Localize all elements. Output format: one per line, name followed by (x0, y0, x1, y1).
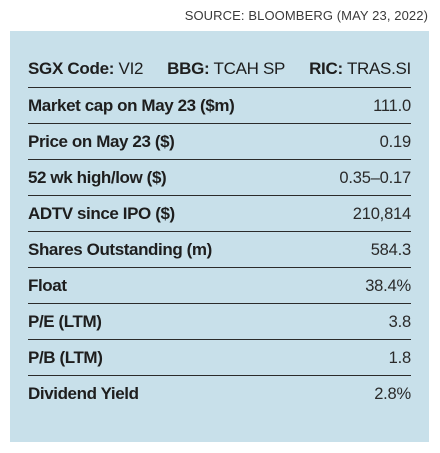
table-row: P/B (LTM) 1.8 (28, 339, 411, 375)
row-label: Market cap on May 23 ($m) (28, 96, 235, 115)
row-value: 2.8% (374, 384, 411, 403)
table-row: Dividend Yield 2.8% (28, 375, 411, 411)
table-row: Market cap on May 23 ($m) 111.0 (28, 87, 411, 123)
table-row: Float 38.4% (28, 267, 411, 303)
row-label: P/B (LTM) (28, 348, 103, 367)
row-label: Float (28, 276, 67, 295)
bbg-code-label: BBG: (167, 59, 210, 78)
table-row: P/E (LTM) 3.8 (28, 303, 411, 339)
sgx-code: SGX Code: VI2 (28, 59, 143, 79)
sgx-code-label: SGX Code: (28, 59, 115, 78)
row-value: 210,814 (352, 204, 411, 223)
table-row: ADTV since IPO ($) 210,814 (28, 195, 411, 231)
bbg-code: BBG: TCAH SP (167, 59, 285, 79)
row-label: Price on May 23 ($) (28, 132, 175, 151)
table-row: Price on May 23 ($) 0.19 (28, 123, 411, 159)
table-row: Shares Outstanding (m) 584.3 (28, 231, 411, 267)
row-label: 52 wk high/low ($) (28, 168, 167, 187)
row-value: 0.35–0.17 (339, 168, 411, 187)
ticker-codes-row: SGX Code: VI2 BBG: TCAH SP RIC: TRAS.SI (28, 55, 411, 83)
row-label: ADTV since IPO ($) (28, 204, 175, 223)
row-value: 38.4% (365, 276, 411, 295)
sgx-code-value: VI2 (118, 59, 144, 78)
stock-facts-panel: SGX Code: VI2 BBG: TCAH SP RIC: TRAS.SI … (10, 31, 429, 442)
table-row: 52 wk high/low ($) 0.35–0.17 (28, 159, 411, 195)
row-label: Dividend Yield (28, 384, 139, 403)
row-value: 111.0 (373, 96, 411, 115)
row-value: 584.3 (370, 240, 411, 259)
facts-table: Market cap on May 23 ($m) 111.0 Price on… (28, 87, 411, 411)
ric-code-value: TRAS.SI (346, 59, 411, 78)
bbg-code-value: TCAH SP (213, 59, 286, 78)
row-label: P/E (LTM) (28, 312, 102, 331)
row-value: 0.19 (379, 132, 412, 151)
ric-code: RIC: TRAS.SI (309, 59, 411, 79)
row-value: 3.8 (388, 312, 412, 331)
row-value: 1.8 (388, 348, 412, 367)
ric-code-label: RIC: (309, 59, 343, 78)
source-note: SOURCE: BLOOMBERG (MAY 23, 2022) (184, 8, 428, 23)
row-label: Shares Outstanding (m) (28, 240, 212, 259)
